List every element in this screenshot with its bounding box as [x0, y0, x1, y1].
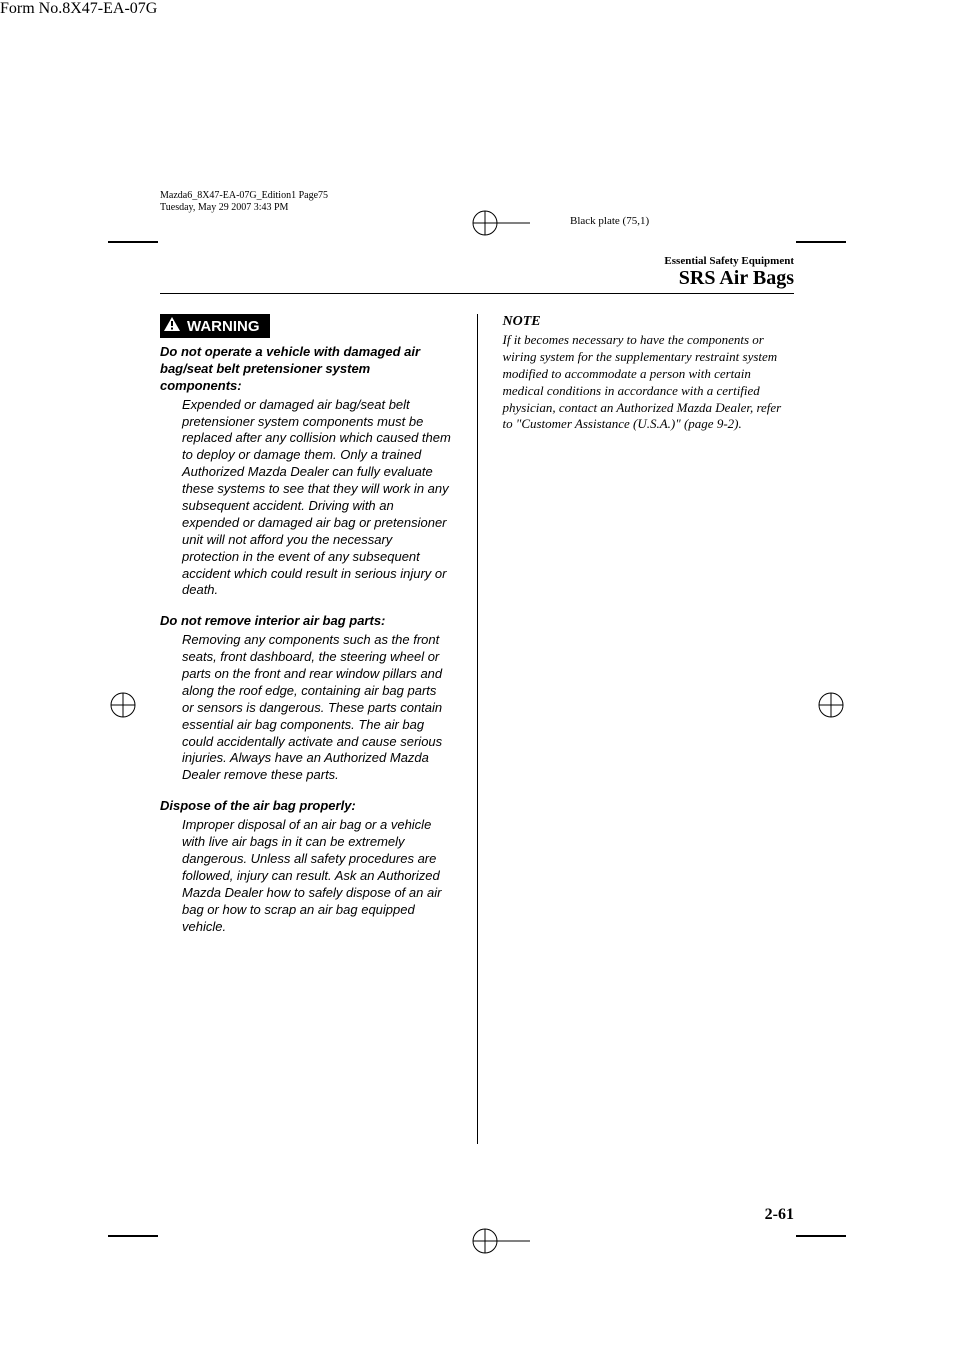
- left-column: WARNING Do not operate a vehicle with da…: [160, 314, 452, 1144]
- warning-title-2: Do not remove interior air bag parts:: [160, 613, 452, 630]
- warning-label: WARNING: [187, 318, 260, 335]
- page-header: Essential Safety Equipment SRS Air Bags: [160, 255, 794, 294]
- document-meta: Mazda6_8X47-EA-07G_Edition1 Page75 Tuesd…: [160, 190, 328, 214]
- warning-title-1: Do not operate a vehicle with damaged ai…: [160, 344, 452, 395]
- two-column-layout: WARNING Do not operate a vehicle with da…: [160, 314, 794, 1144]
- crop-mark: [108, 241, 158, 243]
- meta-line-1: Mazda6_8X47-EA-07G_Edition1 Page75: [160, 190, 328, 202]
- registration-mark-bottom: [470, 1226, 530, 1256]
- warning-title-3: Dispose of the air bag properly:: [160, 798, 452, 815]
- header-category: Essential Safety Equipment: [160, 255, 794, 267]
- column-divider: [477, 314, 478, 1144]
- crop-mark: [796, 1235, 846, 1237]
- warning-section-1: Do not operate a vehicle with damaged ai…: [160, 344, 452, 599]
- form-number: Form No.8X47-EA-07G: [0, 0, 954, 18]
- right-column: NOTE If it becomes necessary to have the…: [503, 314, 795, 1144]
- page-number: 2-61: [765, 1206, 794, 1224]
- warning-section-2: Do not remove interior air bag parts: Re…: [160, 613, 452, 784]
- note-body: If it becomes necessary to have the comp…: [503, 332, 795, 433]
- warning-triangle-icon: [163, 316, 181, 336]
- registration-mark-left: [108, 690, 138, 720]
- page-content: Essential Safety Equipment SRS Air Bags …: [160, 255, 794, 1144]
- meta-line-2: Tuesday, May 29 2007 3:43 PM: [160, 202, 328, 214]
- registration-mark-top: [470, 208, 530, 238]
- warning-body-2: Removing any components such as the fron…: [160, 632, 452, 784]
- registration-mark-right: [816, 690, 846, 720]
- warning-section-3: Dispose of the air bag properly: Imprope…: [160, 798, 452, 935]
- plate-label: Black plate (75,1): [570, 215, 649, 227]
- warning-body-1: Expended or damaged air bag/seat belt pr…: [160, 397, 452, 600]
- header-title: SRS Air Bags: [160, 267, 794, 290]
- warning-badge: WARNING: [160, 314, 270, 338]
- crop-mark: [108, 1235, 158, 1237]
- warning-body-3: Improper disposal of an air bag or a veh…: [160, 817, 452, 935]
- note-title: NOTE: [503, 314, 795, 330]
- crop-mark: [796, 241, 846, 243]
